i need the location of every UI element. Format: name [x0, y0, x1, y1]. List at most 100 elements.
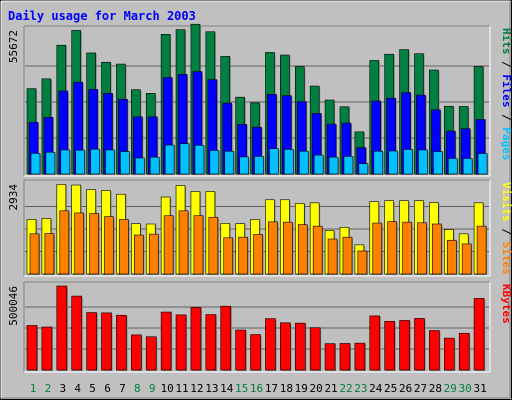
- bar-kbytes-day-21: [324, 343, 336, 371]
- bar-sites-day-19: [297, 224, 308, 275]
- x-tick-label: 13: [205, 382, 218, 395]
- bar-kbytes-day-6: [101, 312, 112, 371]
- x-tick-label: 23: [354, 382, 367, 395]
- bar-pages-day-3: [60, 149, 71, 175]
- bar-sites-day-28: [432, 223, 442, 275]
- bar-kbytes-day-4: [71, 295, 83, 371]
- bar-kbytes-day-10: [160, 311, 172, 371]
- x-tick-label: 20: [310, 382, 323, 395]
- x-axis-labels: 1 2 3 4 5 6 7 8 9 10 11 12 13 14 15 16 17 18 19 20 21 22 23 24 2…: [30, 382, 487, 395]
- series-legend: Hits / Files / Pages: [500, 28, 512, 161]
- bar-pages-day-29: [447, 158, 458, 175]
- bar-pages-day-25: [388, 150, 398, 175]
- bar-pages-day-16: [254, 156, 264, 175]
- bar-kbytes-day-7: [116, 314, 127, 371]
- bar-kbytes-day-3: [56, 285, 68, 371]
- bar-kbytes-day-20: [309, 327, 321, 371]
- bar-kbytes-day-5: [86, 312, 97, 371]
- bar-pages-day-27: [418, 149, 428, 175]
- x-tick-label: 25: [384, 382, 397, 395]
- bar-pages-day-30: [462, 158, 473, 175]
- x-tick-label: 6: [104, 382, 111, 395]
- x-tick-label: 12: [190, 382, 203, 395]
- x-tick-label: 30: [459, 382, 472, 395]
- x-tick-label: 1: [30, 382, 37, 395]
- bar-sites-day-23: [357, 250, 368, 275]
- bar-sites-day-18: [283, 221, 293, 275]
- bar-sites-day-1: [29, 233, 40, 275]
- bar-sites-day-22: [342, 236, 353, 275]
- bar-pages-day-10: [164, 144, 175, 175]
- x-tick-label: 14: [220, 382, 234, 395]
- bar-sites-day-24: [372, 222, 383, 275]
- chart-title: Daily usage for March 2003: [8, 9, 196, 23]
- bar-kbytes-day-19: [294, 322, 306, 371]
- bar-sites-day-12: [193, 215, 204, 275]
- bar-kbytes-day-11: [175, 314, 187, 371]
- x-tick-label: 22: [339, 382, 352, 395]
- bar-kbytes-day-14: [220, 305, 232, 371]
- x-tick-label: 8: [134, 382, 141, 395]
- bar-sites-day-17: [268, 221, 278, 275]
- bar-pages-day-2: [45, 151, 56, 175]
- legend-separator: /: [500, 108, 512, 128]
- chart-panels: 55672 Hits / Files / Pages 2934 Visits / Si…: [7, 23, 512, 373]
- y-max-label: 500046: [7, 286, 20, 326]
- bar-pages-day-12: [194, 144, 205, 175]
- bar-sites-day-16: [253, 234, 263, 275]
- bar-sites-day-8: [134, 234, 144, 275]
- x-tick-label: 5: [89, 382, 96, 395]
- bar-kbytes-day-31: [473, 298, 485, 371]
- bar-sites-day-10: [163, 215, 174, 275]
- bar-kbytes-day-13: [205, 314, 217, 371]
- bar-sites-day-14: [223, 237, 234, 275]
- x-tick-label: 4: [74, 382, 81, 395]
- series-legend: KBytes: [500, 284, 512, 324]
- bar-kbytes-day-2: [41, 326, 53, 371]
- bar-sites-day-6: [104, 216, 114, 275]
- bar-pages-day-31: [477, 153, 488, 175]
- bar-kbytes-day-16: [250, 334, 261, 371]
- legend-kbytes: KBytes: [500, 284, 512, 324]
- bar-sites-day-5: [89, 213, 99, 275]
- bar-kbytes-day-28: [429, 330, 440, 371]
- legend-separator: /: [500, 55, 512, 75]
- bar-pages-day-4: [75, 149, 86, 175]
- x-tick-label: 27: [414, 382, 427, 395]
- bar-sites-day-30: [461, 243, 472, 275]
- bar-sites-day-31: [476, 225, 487, 275]
- bar-pages-day-5: [90, 148, 100, 175]
- legend-files: Files: [500, 74, 512, 107]
- series-legend: Visits / Sites: [500, 182, 512, 275]
- bar-kbytes-day-8: [131, 334, 142, 371]
- bar-pages-day-19: [298, 150, 309, 175]
- legend-separator: /: [500, 222, 512, 242]
- x-tick-label: 3: [59, 382, 66, 395]
- bar-pages-day-11: [179, 143, 190, 175]
- bar-kbytes-day-25: [384, 320, 395, 371]
- x-tick-label: 10: [161, 382, 174, 395]
- x-tick-label: 24: [369, 382, 383, 395]
- bar-pages-day-17: [269, 148, 279, 175]
- bar-sites-day-13: [208, 216, 219, 275]
- bar-kbytes-day-17: [265, 318, 276, 371]
- y-max-label: 55672: [7, 30, 20, 63]
- x-tick-label: 28: [429, 382, 442, 395]
- bar-kbytes-day-27: [414, 318, 425, 371]
- bar-sites-day-11: [178, 210, 189, 275]
- x-tick-label: 16: [250, 382, 263, 395]
- bar-kbytes-day-29: [443, 337, 455, 371]
- bar-pages-day-1: [30, 153, 41, 175]
- bar-kbytes-day-18: [280, 322, 291, 371]
- bar-kbytes-day-26: [399, 320, 410, 371]
- x-tick-label: 15: [235, 382, 248, 395]
- bar-kbytes-day-1: [26, 325, 38, 371]
- x-tick-label: 29: [444, 382, 457, 395]
- bar-kbytes-day-22: [339, 343, 351, 371]
- x-tick-label: 21: [324, 382, 337, 395]
- bar-kbytes-day-12: [190, 307, 202, 371]
- bar-kbytes-day-30: [458, 332, 470, 371]
- bar-kbytes-day-9: [145, 336, 157, 371]
- bar-pages-day-28: [433, 151, 443, 175]
